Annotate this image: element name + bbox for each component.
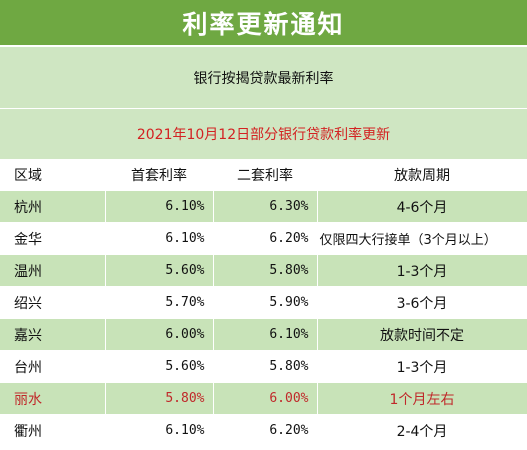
- update-date-line: 2021年10月12日部分银行贷款利率更新: [0, 108, 527, 159]
- cell-period: 放款时间不定: [317, 318, 527, 351]
- cell-region: 金华: [0, 222, 106, 255]
- cell-first-rate: 6.10%: [105, 414, 214, 447]
- cell-region: 丽水: [0, 382, 106, 415]
- table-row: 杭州 6.10% 6.30% 4-6个月: [0, 190, 527, 223]
- cell-first-rate: 5.80%: [105, 382, 214, 415]
- cell-second-rate: 6.10%: [213, 318, 318, 351]
- header-region: 区域: [0, 159, 106, 191]
- cell-first-rate: 5.60%: [105, 350, 214, 383]
- cell-second-rate: 5.80%: [213, 350, 318, 383]
- table-header-row: 区域 首套利率 二套利率 放款周期: [0, 159, 527, 191]
- cell-period: 仅限四大行接单（3个月以上）: [317, 222, 527, 255]
- table-row: 台州 5.60% 5.80% 1-3个月: [0, 350, 527, 383]
- cell-period: 1个月左右: [317, 382, 527, 415]
- table-row: 嘉兴 6.00% 6.10% 放款时间不定: [0, 318, 527, 351]
- cell-second-rate: 6.20%: [213, 414, 318, 447]
- cell-second-rate: 5.90%: [213, 286, 318, 319]
- header-first-rate: 首套利率: [105, 159, 214, 191]
- cell-first-rate: 6.00%: [105, 318, 214, 351]
- header-second-rate: 二套利率: [213, 159, 318, 191]
- cell-first-rate: 6.10%: [105, 190, 214, 223]
- table-row: 绍兴 5.70% 5.90% 3-6个月: [0, 286, 527, 319]
- cell-period: 2-4个月: [317, 414, 527, 447]
- subtitle: 银行按揭贷款最新利率: [0, 45, 527, 108]
- header-period: 放款周期: [317, 159, 527, 191]
- cell-region: 温州: [0, 254, 106, 287]
- cell-period: 1-3个月: [317, 254, 527, 287]
- cell-region: 衢州: [0, 414, 106, 447]
- table-row: 金华 6.10% 6.20% 仅限四大行接单（3个月以上）: [0, 222, 527, 255]
- rate-table: 区域 首套利率 二套利率 放款周期 杭州 6.10% 6.30% 4-6个月 金…: [0, 159, 527, 447]
- cell-second-rate: 6.20%: [213, 222, 318, 255]
- cell-region: 台州: [0, 350, 106, 383]
- cell-first-rate: 5.60%: [105, 254, 214, 287]
- page-title: 利率更新通知: [0, 0, 527, 45]
- cell-period: 3-6个月: [317, 286, 527, 319]
- cell-second-rate: 6.30%: [213, 190, 318, 223]
- cell-region: 嘉兴: [0, 318, 106, 351]
- cell-second-rate: 6.00%: [213, 382, 318, 415]
- table-row: 衢州 6.10% 6.20% 2-4个月: [0, 414, 527, 447]
- cell-second-rate: 5.80%: [213, 254, 318, 287]
- cell-period: 4-6个月: [317, 190, 527, 223]
- cell-first-rate: 5.70%: [105, 286, 214, 319]
- cell-first-rate: 6.10%: [105, 222, 214, 255]
- table-row-highlighted: 丽水 5.80% 6.00% 1个月左右: [0, 382, 527, 415]
- table-row: 温州 5.60% 5.80% 1-3个月: [0, 254, 527, 287]
- cell-period: 1-3个月: [317, 350, 527, 383]
- cell-region: 杭州: [0, 190, 106, 223]
- cell-region: 绍兴: [0, 286, 106, 319]
